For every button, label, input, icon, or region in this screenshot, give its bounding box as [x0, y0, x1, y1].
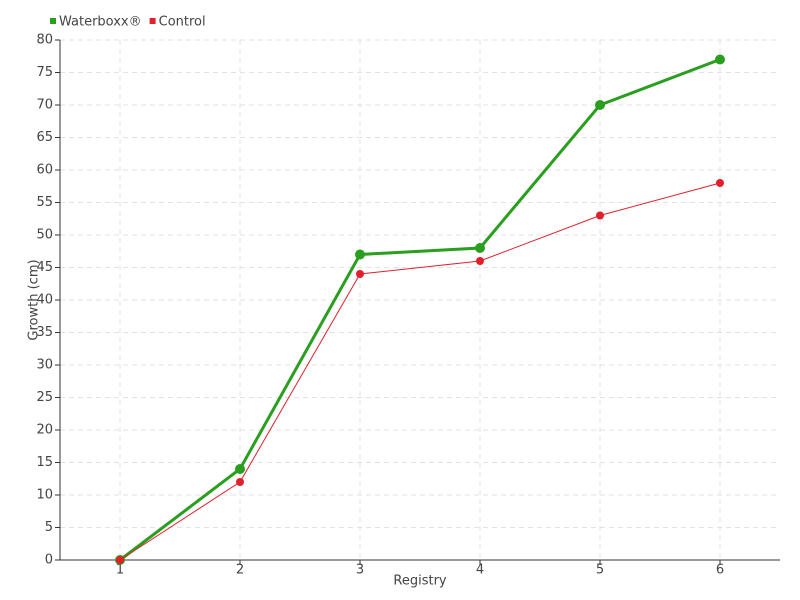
y-tick-label: 35 — [36, 325, 53, 340]
series-line — [119, 182, 721, 561]
y-tick-label: 40 — [36, 293, 53, 308]
x-tick-label: 1 — [116, 563, 124, 578]
data-point — [236, 478, 244, 486]
legend-label: Control — [159, 15, 206, 30]
data-point — [356, 270, 364, 278]
x-tick-label: 2 — [236, 563, 244, 578]
y-axis-label: Growth (cm) — [27, 259, 42, 340]
y-tick-label: 20 — [36, 423, 53, 438]
x-tick-label: 3 — [356, 563, 364, 578]
x-tick-label: 5 — [596, 563, 604, 578]
y-tick-label: 75 — [36, 65, 53, 80]
data-point — [596, 211, 604, 220]
legend-swatch — [149, 18, 156, 24]
data-point — [715, 54, 725, 65]
y-tick-label: 45 — [36, 260, 53, 275]
y-tick-label: 5 — [45, 520, 53, 535]
data-point — [716, 179, 724, 187]
data-point — [235, 464, 245, 474]
y-tick-label: 30 — [36, 358, 53, 373]
x-axis-label: Registry — [393, 574, 447, 589]
y-tick-label: 15 — [36, 455, 53, 470]
x-tick-label: 6 — [716, 563, 724, 578]
y-tick-label: 50 — [36, 228, 53, 243]
x-tick-label: 4 — [476, 563, 484, 578]
y-tick-label: 60 — [36, 163, 53, 178]
data-point — [355, 249, 365, 260]
series-line — [119, 58, 721, 562]
data-point — [475, 243, 485, 253]
data-point — [116, 556, 124, 564]
y-tick-label: 10 — [36, 488, 53, 503]
y-tick-label: 70 — [36, 98, 53, 113]
data-point — [595, 100, 605, 110]
y-tick-label: 55 — [36, 195, 53, 210]
y-tick-label: 80 — [36, 33, 53, 48]
y-tick-label: 0 — [45, 553, 53, 568]
legend-swatch — [50, 18, 56, 24]
y-tick-label: 65 — [36, 130, 53, 145]
y-tick-label: 25 — [36, 390, 53, 405]
legend-label: Waterboxx® — [59, 15, 142, 30]
data-point — [476, 257, 484, 265]
